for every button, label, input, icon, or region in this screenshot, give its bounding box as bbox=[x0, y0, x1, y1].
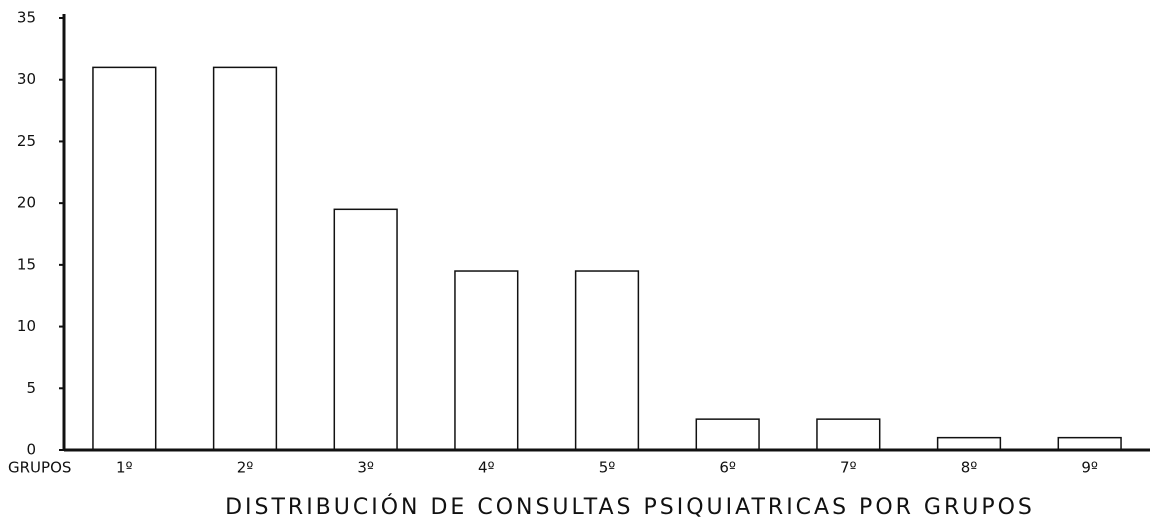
y-tick-label: 5 bbox=[26, 379, 36, 397]
y-tick-label: 15 bbox=[17, 255, 36, 273]
y-tick-label: 0 bbox=[26, 441, 36, 459]
chart-title: DISTRIBUCIÓN DE CONSULTAS PSIQUIATRICAS … bbox=[225, 494, 1035, 520]
x-tick-label: 5º bbox=[599, 459, 616, 477]
y-tick-label: 20 bbox=[17, 194, 36, 212]
bar bbox=[212, 66, 278, 451]
x-tick-label: 1º bbox=[116, 459, 133, 477]
y-tick-label: 10 bbox=[17, 317, 36, 335]
y-tick-label: 35 bbox=[17, 9, 36, 27]
y-tick-label: 25 bbox=[17, 132, 36, 150]
x-tick-label: 9º bbox=[1081, 459, 1098, 477]
x-tick-label: 8º bbox=[961, 459, 978, 477]
bar bbox=[695, 418, 760, 451]
bar bbox=[454, 270, 519, 451]
bar bbox=[936, 436, 1002, 451]
y-tick-label: 30 bbox=[17, 70, 36, 88]
x-axis-label: GRUPOS bbox=[8, 459, 71, 477]
bar bbox=[574, 270, 640, 451]
x-tick-label: 3º bbox=[357, 459, 374, 477]
x-tick-label: 4º bbox=[478, 459, 495, 477]
x-tick-label: 6º bbox=[719, 459, 736, 477]
x-tick-label: 2º bbox=[237, 459, 254, 477]
bar bbox=[333, 208, 398, 451]
x-tick-label: 7º bbox=[840, 459, 857, 477]
bar bbox=[92, 66, 157, 451]
bar bbox=[816, 418, 881, 451]
bar bbox=[1057, 436, 1122, 451]
